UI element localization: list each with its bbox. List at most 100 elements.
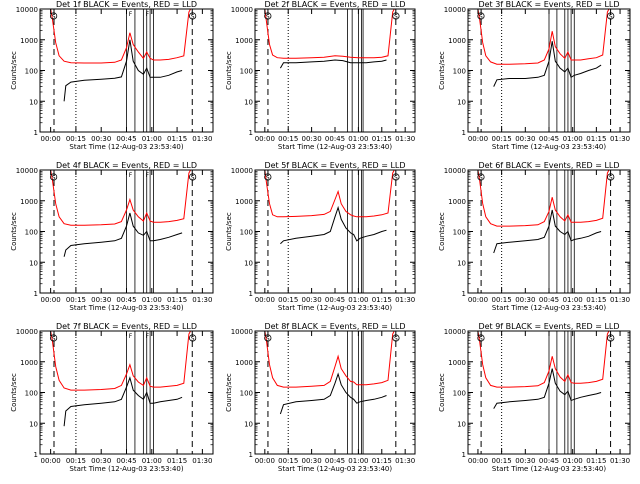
y-tick-label: 1000 bbox=[235, 198, 253, 206]
detector-panel-4: Det 4f BLACK = Events, RED = LLD 1 10 100 10… bbox=[10, 161, 214, 312]
x-tick-label: 01:00 bbox=[142, 457, 162, 465]
x-tick-label: 00:15 bbox=[492, 296, 512, 304]
x-tick-label: 00:45 bbox=[325, 135, 345, 143]
sun-marker-circle bbox=[50, 12, 58, 20]
detector-panel-6: Det 6f BLACK = Events, RED = LLD 1 10 100 10… bbox=[438, 161, 631, 312]
x-tick-label: 01:00 bbox=[348, 135, 368, 143]
events-series-line bbox=[63, 376, 183, 427]
sun-marker-circle bbox=[607, 334, 615, 342]
flare-marker-label: F bbox=[146, 11, 150, 18]
y-tick-label: 1 bbox=[462, 290, 466, 298]
y-tick-label: 10000 bbox=[444, 328, 466, 336]
x-tick-label: 01:30 bbox=[395, 296, 415, 304]
y-tick-label: 1 bbox=[34, 451, 38, 459]
events-series-line bbox=[493, 368, 602, 409]
sun-marker-circle bbox=[189, 12, 197, 20]
x-axis-label: Start Time (12-Aug-03 23:53:40) bbox=[69, 465, 183, 473]
y-tick-label: 10 bbox=[457, 98, 466, 106]
x-tick-label: 01:00 bbox=[142, 296, 162, 304]
sun-marker-label: S bbox=[52, 175, 56, 182]
y-tick-label: 100 bbox=[453, 68, 466, 76]
sun-marker-label: S bbox=[609, 336, 613, 343]
y-tick-label: 100 bbox=[240, 229, 253, 237]
x-tick-label: 01:15 bbox=[167, 457, 187, 465]
plot-title: Det 5f BLACK = Events, RED = LLD bbox=[264, 161, 405, 170]
x-tick-label: 01:30 bbox=[610, 135, 630, 143]
x-tick-label: 00:30 bbox=[91, 457, 111, 465]
x-tick-label: 00:15 bbox=[278, 135, 298, 143]
x-tick-label: 01:15 bbox=[372, 296, 392, 304]
x-axis-label: Start Time (12-Aug-03 23:53:40) bbox=[492, 304, 606, 312]
sun-marker-circle bbox=[264, 12, 272, 20]
plot-title: Det 8f BLACK = Events, RED = LLD bbox=[264, 322, 405, 331]
x-tick-label: 01:30 bbox=[395, 135, 415, 143]
y-tick-label: 100 bbox=[453, 390, 466, 398]
x-tick-label: 00:00 bbox=[468, 135, 488, 143]
sun-marker-label: S bbox=[479, 14, 483, 21]
x-tick-label: 01:30 bbox=[610, 296, 630, 304]
x-tick-label: 01:00 bbox=[563, 135, 583, 143]
x-tick-label: 00:15 bbox=[278, 457, 298, 465]
x-tick-label: 00:30 bbox=[515, 296, 535, 304]
plot-title: Det 6f BLACK = Events, RED = LLD bbox=[478, 161, 619, 170]
events-series-line bbox=[279, 59, 387, 69]
y-tick-label: 100 bbox=[240, 390, 253, 398]
y-tick-label: 10000 bbox=[231, 6, 253, 14]
y-tick-label: 100 bbox=[25, 229, 38, 237]
y-tick-label: 10000 bbox=[444, 167, 466, 175]
detector-panel-3: Det 3f BLACK = Events, RED = LLD 1 10 100 10… bbox=[438, 0, 631, 151]
x-tick-label: 00:30 bbox=[302, 296, 322, 304]
x-axis-label: Start Time (12-Aug-03 23:53:40) bbox=[69, 143, 183, 151]
sun-marker-label: S bbox=[191, 14, 195, 21]
sun-marker-circle bbox=[607, 173, 615, 181]
x-tick-label: 01:15 bbox=[372, 135, 392, 143]
detector-panel-8: Det 8f BLACK = Events, RED = LLD 1 10 100 10… bbox=[225, 322, 416, 473]
x-tick-label: 00:45 bbox=[116, 135, 136, 143]
x-tick-label: 00:00 bbox=[41, 457, 61, 465]
x-tick-label: 01:15 bbox=[167, 135, 187, 143]
detector-panel-2: Det 2f BLACK = Events, RED = LLD 1 10 100 10… bbox=[225, 0, 416, 151]
flare-marker-label: F bbox=[146, 333, 150, 340]
y-tick-label: 10000 bbox=[16, 167, 38, 175]
y-tick-label: 1000 bbox=[20, 359, 38, 367]
x-tick-label: 00:45 bbox=[116, 457, 136, 465]
x-tick-label: 00:45 bbox=[539, 457, 559, 465]
x-tick-label: 00:15 bbox=[492, 457, 512, 465]
x-axis-label: Start Time (12-Aug-03 23:53:40) bbox=[278, 304, 392, 312]
x-tick-label: 00:00 bbox=[255, 296, 275, 304]
y-tick-label: 1 bbox=[34, 290, 38, 298]
x-tick-label: 00:30 bbox=[91, 135, 111, 143]
y-tick-label: 1000 bbox=[448, 359, 466, 367]
x-tick-label: 00:15 bbox=[66, 135, 86, 143]
sun-marker-label: S bbox=[52, 336, 56, 343]
x-tick-label: 01:30 bbox=[192, 296, 212, 304]
sun-marker-label: S bbox=[266, 14, 270, 21]
x-tick-label: 01:00 bbox=[563, 296, 583, 304]
sun-marker-label: S bbox=[609, 175, 613, 182]
y-tick-label: 1 bbox=[249, 451, 253, 459]
plot-title: Det 1f BLACK = Events, RED = LLD bbox=[56, 0, 197, 9]
x-tick-label: 01:15 bbox=[586, 296, 606, 304]
x-tick-label: 00:45 bbox=[539, 296, 559, 304]
x-tick-label: 01:30 bbox=[192, 135, 212, 143]
sun-marker-circle bbox=[189, 173, 197, 181]
events-series-line bbox=[279, 372, 387, 415]
x-tick-label: 01:15 bbox=[586, 457, 606, 465]
y-tick-label: 10000 bbox=[16, 6, 38, 14]
x-tick-label: 00:45 bbox=[325, 296, 345, 304]
lld-series-line bbox=[50, 169, 192, 226]
lld-series-line bbox=[264, 330, 395, 388]
sun-marker-circle bbox=[477, 173, 485, 181]
x-tick-label: 00:15 bbox=[492, 135, 512, 143]
events-series-line bbox=[280, 205, 387, 245]
events-series-line bbox=[63, 212, 183, 257]
sun-marker-label: S bbox=[191, 175, 195, 182]
x-tick-label: 00:45 bbox=[539, 135, 559, 143]
y-tick-label: 10000 bbox=[231, 328, 253, 336]
x-tick-label: 01:15 bbox=[586, 135, 606, 143]
sun-marker-label: S bbox=[479, 336, 483, 343]
y-tick-label: 10 bbox=[244, 259, 253, 267]
y-axis-label: Counts/sec bbox=[225, 373, 233, 412]
sun-marker-circle bbox=[264, 173, 272, 181]
